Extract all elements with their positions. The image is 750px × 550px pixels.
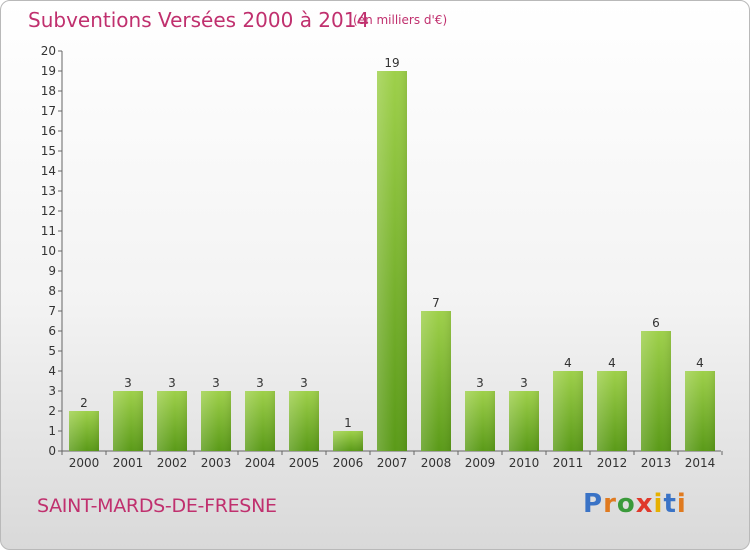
x-tick-label-2009: 2009 [465, 456, 496, 470]
bar-shade-2012 [597, 371, 627, 451]
x-tick-label-2012: 2012 [597, 456, 628, 470]
x-tick-label-2005: 2005 [289, 456, 320, 470]
x-tick-label-2002: 2002 [157, 456, 188, 470]
bar-shade-2001 [113, 391, 143, 451]
y-tick-label: 1 [48, 424, 56, 438]
y-tick-label: 6 [48, 324, 56, 338]
data-label-2010: 3 [520, 376, 528, 390]
x-tick-label-2004: 2004 [245, 456, 276, 470]
x-tick-label-2000: 2000 [69, 456, 100, 470]
logo-letter: i [653, 489, 664, 519]
data-label-2007: 19 [384, 56, 399, 70]
y-tick-label: 19 [41, 64, 56, 78]
data-label-2009: 3 [476, 376, 484, 390]
data-label-2008: 7 [432, 296, 440, 310]
chart-title: Subventions Versées 2000 à 2014 [28, 8, 370, 32]
data-label-2012: 4 [608, 356, 616, 370]
y-tick-label: 12 [41, 204, 56, 218]
chart-unit: (en milliers d'€) [353, 13, 448, 27]
data-label-2000: 2 [80, 396, 88, 410]
y-tick-label: 7 [48, 304, 56, 318]
bar-shade-2000 [69, 411, 99, 451]
bar-shade-2013 [641, 331, 671, 451]
y-tick-label: 9 [48, 264, 56, 278]
logo-letter: i [676, 489, 687, 519]
y-tick-label: 15 [41, 144, 56, 158]
bar-shade-2004 [245, 391, 275, 451]
logo-letter: o [616, 489, 636, 519]
y-tick-label: 8 [48, 284, 56, 298]
data-label-2013: 6 [652, 316, 660, 330]
y-tick-label: 18 [41, 84, 56, 98]
y-tick-label: 20 [41, 44, 56, 58]
data-label-2004: 3 [256, 376, 264, 390]
x-tick-label-2008: 2008 [421, 456, 452, 470]
y-tick-label: 2 [48, 404, 56, 418]
y-tick-label: 13 [41, 184, 56, 198]
bar-shade-2003 [201, 391, 231, 451]
data-label-2014: 4 [696, 356, 704, 370]
bar-shade-2014 [685, 371, 715, 451]
y-tick-label: 4 [48, 364, 56, 378]
y-tick-label: 3 [48, 384, 56, 398]
data-label-2001: 3 [124, 376, 132, 390]
bar-shade-2008 [421, 311, 451, 451]
bar-shade-2006 [333, 431, 363, 451]
x-tick-label-2003: 2003 [201, 456, 232, 470]
y-tick-label: 17 [41, 104, 56, 118]
x-tick-label-2001: 2001 [113, 456, 144, 470]
x-tick-label-2010: 2010 [509, 456, 540, 470]
data-label-2003: 3 [212, 376, 220, 390]
data-label-2002: 3 [168, 376, 176, 390]
data-label-2011: 4 [564, 356, 572, 370]
y-tick-label: 5 [48, 344, 56, 358]
bar-shade-2009 [465, 391, 495, 451]
y-tick-label: 16 [41, 124, 56, 138]
bar-shade-2010 [509, 391, 539, 451]
bar-shade-2011 [553, 371, 583, 451]
proxiti-logo: Proxiti [583, 489, 687, 519]
logo-letter: x [635, 489, 654, 519]
bar-shade-2005 [289, 391, 319, 451]
commune-name: SAINT-MARDS-DE-FRESNE [37, 495, 277, 517]
x-tick-label-2013: 2013 [641, 456, 672, 470]
bar-shade-2007 [377, 71, 407, 451]
logo-letter: r [603, 489, 617, 519]
y-tick-label: 14 [41, 164, 56, 178]
logo-letter: P [583, 489, 604, 519]
x-tick-label-2014: 2014 [685, 456, 716, 470]
x-tick-label-2011: 2011 [553, 456, 584, 470]
y-tick-label: 10 [41, 244, 56, 258]
y-tick-label: 11 [41, 224, 56, 238]
x-tick-label-2007: 2007 [377, 456, 408, 470]
data-label-2006: 1 [344, 416, 352, 430]
data-label-2005: 3 [300, 376, 308, 390]
y-tick-label: 0 [48, 444, 56, 458]
logo-letter: t [663, 489, 677, 519]
bar-shade-2002 [157, 391, 187, 451]
x-tick-label-2006: 2006 [333, 456, 364, 470]
